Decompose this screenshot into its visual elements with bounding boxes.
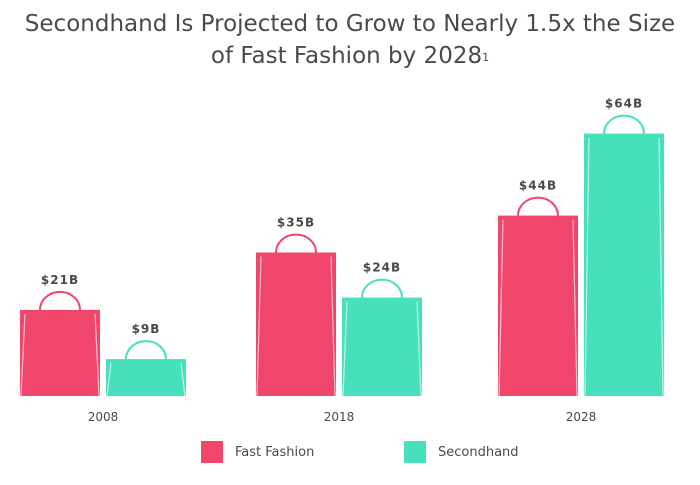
bag-fold-left-fast-fashion-2008 bbox=[20, 313, 26, 397]
bag-fold-left-secondhand-2018 bbox=[342, 301, 348, 397]
bar-group-2018: $35B $24B 2018 bbox=[256, 216, 422, 424]
bag-fold-right-fast-fashion-2008 bbox=[94, 313, 100, 397]
bag-handle-secondhand-2028 bbox=[603, 114, 645, 134]
bag-handle-fast-fashion-2008 bbox=[39, 290, 81, 310]
data-label-fast-fashion-2018: $35B bbox=[277, 216, 315, 230]
chart-title: Secondhand Is Projected to Grow to Nearl… bbox=[0, 8, 700, 72]
bag-handle-fast-fashion-2018 bbox=[275, 233, 317, 253]
bag-fold-left-secondhand-2028 bbox=[584, 137, 590, 397]
bag-fold-left-fast-fashion-2028 bbox=[498, 219, 504, 397]
bar-secondhand-2008 bbox=[106, 359, 186, 396]
bag-handle-fast-fashion-2028 bbox=[517, 196, 559, 216]
bag-fold-left-secondhand-2008 bbox=[106, 363, 112, 397]
bar-group-2008: $21B $9B 2008 bbox=[20, 273, 186, 424]
legend-swatch-secondhand bbox=[404, 441, 426, 463]
bag-fold-right-secondhand-2008 bbox=[180, 363, 186, 397]
x-tick-label-2018: 2018 bbox=[324, 410, 355, 424]
legend-label-fast-fashion: Fast Fashion bbox=[235, 444, 315, 460]
bag-fold-left-fast-fashion-2018 bbox=[256, 256, 262, 397]
data-label-fast-fashion-2028: $44B bbox=[519, 179, 557, 193]
bag-handle-secondhand-2018 bbox=[361, 278, 403, 298]
chart-title-line2-text: of Fast Fashion by 2028 bbox=[210, 43, 483, 69]
bag-fold-right-fast-fashion-2028 bbox=[572, 219, 578, 397]
legend-item-fast-fashion: Fast Fashion bbox=[201, 441, 314, 463]
data-label-secondhand-2008: $9B bbox=[132, 322, 161, 336]
bar-secondhand-2018 bbox=[342, 297, 422, 396]
data-label-fast-fashion-2008: $21B bbox=[41, 273, 79, 287]
chart-title-line2: of Fast Fashion by 20281 bbox=[0, 40, 700, 72]
legend-label-secondhand: Secondhand bbox=[438, 444, 519, 460]
chart-title-line1: Secondhand Is Projected to Grow to Nearl… bbox=[24, 11, 676, 37]
bar-fast-fashion-2028 bbox=[498, 215, 578, 396]
bag-handle-secondhand-2008 bbox=[125, 340, 167, 360]
bag-fold-right-secondhand-2028 bbox=[658, 137, 664, 397]
bag-fold-right-secondhand-2018 bbox=[416, 301, 422, 397]
x-tick-label-2008: 2008 bbox=[88, 410, 119, 424]
data-label-secondhand-2018: $24B bbox=[363, 261, 401, 275]
legend-swatch-fast-fashion bbox=[201, 441, 223, 463]
legend-item-secondhand: Secondhand bbox=[404, 441, 519, 463]
bar-secondhand-2028 bbox=[584, 133, 664, 396]
data-label-secondhand-2028: $64B bbox=[605, 97, 643, 111]
bar-fast-fashion-2008 bbox=[20, 309, 100, 396]
bar-group-2028: $44B $64B 2028 bbox=[498, 97, 664, 424]
bag-fold-right-fast-fashion-2018 bbox=[330, 256, 336, 397]
chart-legend: Fast Fashion Secondhand bbox=[0, 441, 700, 465]
footnote-marker: 1 bbox=[482, 51, 490, 64]
x-tick-label-2028: 2028 bbox=[566, 410, 597, 424]
bar-fast-fashion-2018 bbox=[256, 252, 336, 396]
